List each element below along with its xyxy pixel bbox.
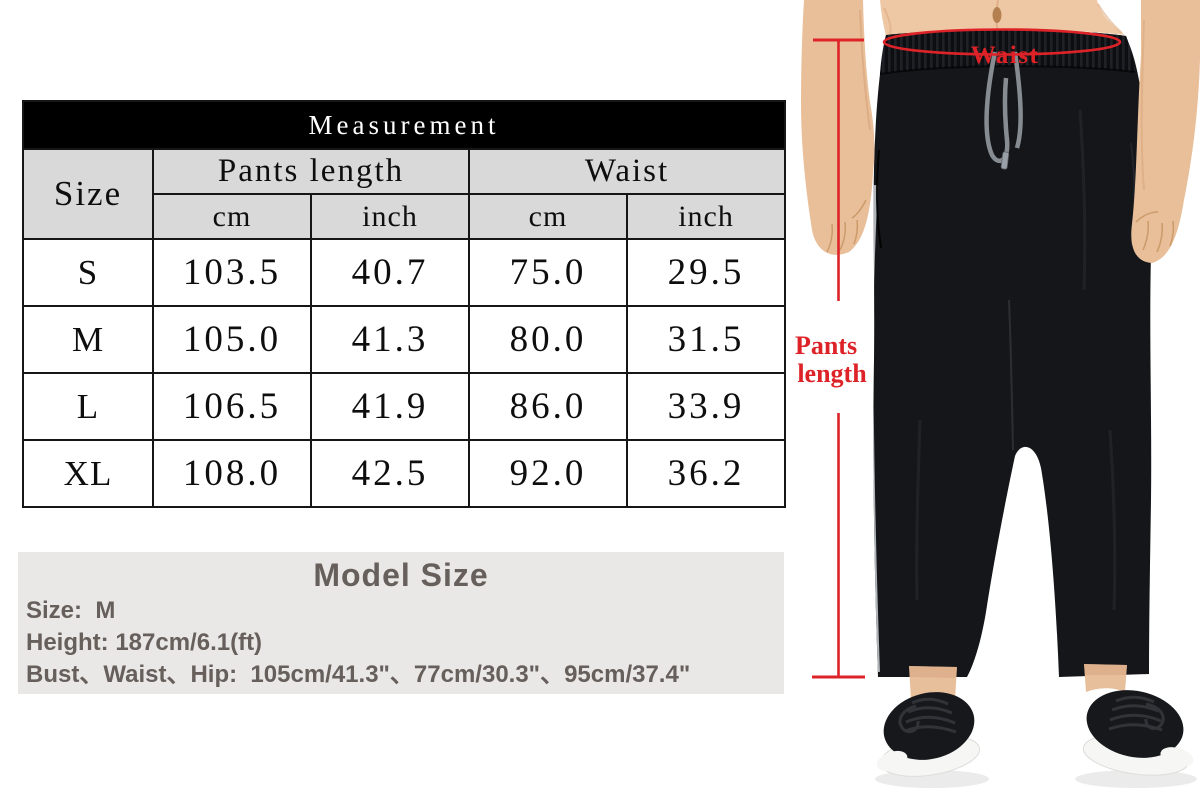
waistband: [880, 29, 1135, 75]
pants-length-label: Pants length: [795, 331, 867, 388]
waist-group-header: Waist: [467, 148, 787, 195]
sweatpants: [873, 29, 1152, 677]
size-cell: XL: [22, 439, 154, 508]
left-sneaker: [876, 692, 980, 777]
ankles: [909, 664, 1127, 700]
model-torso: [880, 0, 1125, 36]
pocket-slit: [875, 149, 882, 249]
waist-label: Waist: [971, 42, 1040, 69]
model-size-line: Size: M: [26, 597, 116, 624]
drawstring: [984, 51, 1023, 164]
table-row-s: S 103.5 40.7 75.0 29.5: [22, 238, 787, 307]
model-photo: Waist Pants length: [795, 0, 1200, 788]
table-row-m: M 105.0 41.3 80.0 31.5: [22, 305, 787, 374]
pants-length-label-line1: Pants: [795, 331, 857, 360]
value-cell: 86.0: [468, 372, 628, 441]
value-cell: 36.2: [625, 439, 787, 508]
model-size-title: Model Size: [313, 557, 489, 593]
waist-cm-header: cm: [468, 193, 628, 240]
value-cell: 40.7: [310, 238, 470, 307]
value-cell: 41.3: [310, 305, 470, 374]
model-right-arm: [1131, 0, 1200, 263]
waist-annotation: Waist: [882, 28, 1122, 69]
drawstring-aglet: [1000, 151, 1010, 170]
value-cell: 41.9: [310, 372, 470, 441]
shoelaces: [1108, 695, 1165, 732]
pants-length-group-header: Pants length: [152, 148, 470, 195]
value-cell: 103.5: [152, 238, 312, 307]
sneakers: [875, 690, 1197, 788]
value-cell: 106.5: [152, 372, 312, 441]
shoelaces: [898, 697, 957, 734]
pants-length-label-line2: length: [797, 359, 867, 388]
waist-measure-ellipse: [882, 28, 1122, 56]
right-sneaker: [1082, 690, 1194, 776]
pants-length-inch-header: inch: [310, 193, 470, 240]
model-size-panel: Model Size Size: M Height: 187cm/6.1(ft)…: [18, 552, 784, 694]
value-cell: 29.5: [625, 238, 787, 307]
toe-cap: [876, 750, 908, 772]
model-height-line: Height: 187cm/6.1(ft): [26, 629, 263, 656]
value-cell: 92.0: [468, 439, 628, 508]
value-cell: 42.5: [310, 439, 470, 508]
table-title: Measurement: [21, 100, 787, 150]
value-cell: 33.9: [625, 372, 787, 441]
waist-inch-header: inch: [625, 193, 787, 240]
navel: [992, 7, 1002, 23]
table-row-xl: XL 108.0 42.5 92.0 36.2: [22, 439, 787, 508]
pants-length-cm-header: cm: [152, 193, 312, 240]
size-column-header: Size: [22, 148, 154, 240]
table-row-l: L 106.5 41.9 86.0 33.9: [22, 372, 787, 441]
pants-length-annotation: [812, 38, 865, 679]
size-cell: M: [22, 305, 154, 374]
size-cell: L: [22, 372, 154, 441]
value-cell: 75.0: [468, 238, 628, 307]
size-cell: S: [22, 238, 154, 307]
model-bwh-line: Bust、Waist、Hip: 105cm/41.3"、77cm/30.3"、9…: [26, 661, 691, 688]
toe-cap: [1160, 747, 1194, 767]
value-cell: 108.0: [152, 439, 312, 508]
value-cell: 105.0: [152, 305, 312, 374]
measurement-table: Measurement Size Pants length Waist cm i…: [21, 100, 787, 508]
value-cell: 80.0: [468, 305, 628, 374]
value-cell: 31.5: [625, 305, 787, 374]
